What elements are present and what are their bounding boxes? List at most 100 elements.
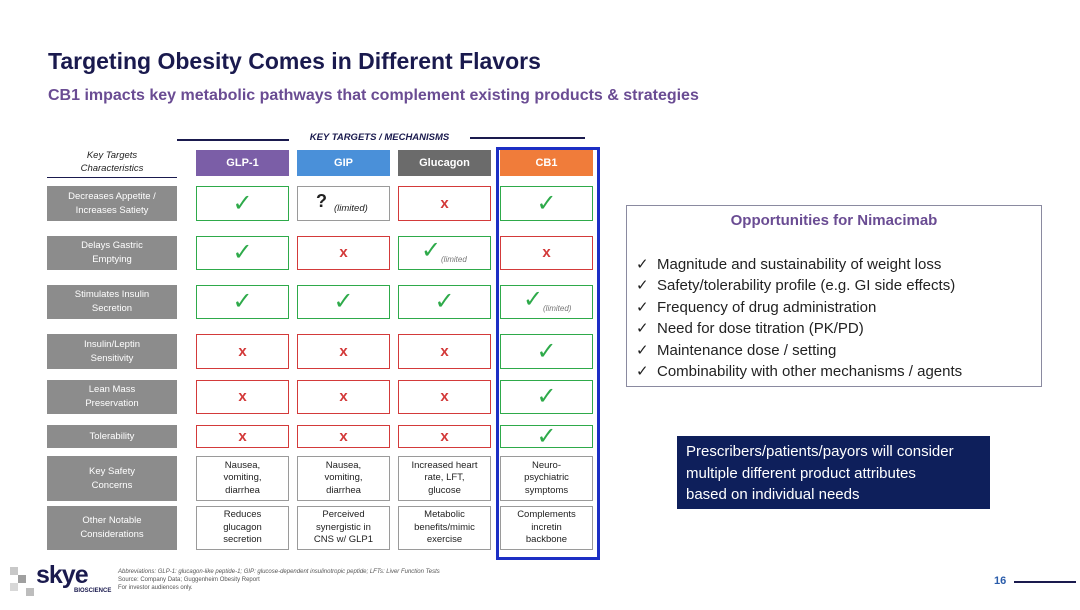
cell-text: exercise bbox=[426, 534, 463, 546]
cell-text: benefits/mimic bbox=[414, 521, 475, 533]
cell-text: synergistic in bbox=[316, 521, 371, 533]
cell-text: CNS w/ GLP1 bbox=[313, 534, 374, 546]
table-cell: x bbox=[398, 425, 491, 448]
cell-mark: x bbox=[339, 244, 348, 262]
cell-text: backbone bbox=[525, 534, 568, 546]
callout-line: Prescribers/patients/payors will conside… bbox=[686, 443, 954, 460]
bullet-check: ✓ bbox=[636, 320, 649, 338]
row-label: Key Safety Concerns bbox=[47, 456, 177, 501]
subtitle: CB1 impacts key metabolic pathways that … bbox=[48, 87, 699, 104]
opportunity-item: ✓ Magnitude and sustainability of weight … bbox=[636, 255, 1036, 275]
row-label-text: Increases Satiety bbox=[75, 204, 149, 216]
row-label-text: Decreases Appetite / bbox=[68, 190, 156, 202]
opportunity-item: ✓ Safety/tolerability profile (e.g. GI si… bbox=[636, 276, 1036, 296]
opportunity-item: ✓ Need for dose titration (PK/PD) bbox=[636, 319, 1036, 339]
row-label-text: Concerns bbox=[91, 479, 133, 491]
cell-text: vomiting, bbox=[324, 472, 363, 484]
opportunity-item: ✓ Combinability with other mechanisms / a… bbox=[636, 362, 1036, 382]
table-cell: ✓ bbox=[297, 285, 390, 319]
cell-mark: x bbox=[440, 388, 449, 406]
column-header: GLP-1 bbox=[196, 150, 289, 176]
footnote: For investor audiences only. bbox=[118, 585, 193, 591]
table-cell: Nausea, vomiting, diarrhea bbox=[297, 456, 390, 501]
row-label: Delays Gastric Emptying bbox=[47, 236, 177, 270]
cell-mark: ✓ bbox=[536, 383, 557, 411]
cell-mark: ✓ bbox=[536, 189, 557, 217]
bullet-check: ✓ bbox=[636, 256, 649, 273]
callout-line: multiple different product attributes bbox=[686, 464, 916, 482]
cell-text: Metabolic bbox=[424, 509, 465, 521]
rule bbox=[47, 177, 177, 178]
table-cell: Reduces glucagon secretion bbox=[196, 506, 289, 550]
cell-text: rate, LFT, bbox=[424, 472, 465, 484]
cell-text: incretin bbox=[531, 521, 562, 533]
table-cell: x bbox=[398, 186, 491, 221]
cell-text: Nausea, bbox=[325, 459, 362, 471]
opportunity-text: Frequency of drug administration bbox=[657, 298, 877, 316]
opportunity-text: Safety/tolerability profile (e.g. GI sid… bbox=[657, 277, 956, 295]
bullet-check: ✓ bbox=[636, 298, 649, 316]
rule bbox=[1014, 581, 1076, 583]
table-cell: ? (limited) bbox=[297, 186, 390, 221]
row-label-text: Secretion bbox=[91, 303, 133, 314]
table-cell: Increased heart rate, LFT, glucose bbox=[398, 456, 491, 501]
cell-note: (limited bbox=[441, 255, 467, 264]
callout-line: based on individual needs bbox=[686, 486, 860, 503]
cell-mark: ✓ bbox=[232, 189, 253, 217]
table-cell: x bbox=[297, 236, 390, 270]
table-cell: x bbox=[297, 380, 390, 414]
logo-pixel bbox=[10, 567, 18, 575]
opportunities-box bbox=[626, 205, 1042, 387]
table-cell: ✓ bbox=[500, 380, 593, 414]
row-label: Decreases Appetite / Increases Satiety bbox=[47, 186, 177, 221]
logo-pixel bbox=[10, 583, 18, 591]
table-cell: Metabolic benefits/mimic exercise bbox=[398, 506, 491, 550]
opportunity-text: Need for dose titration (PK/PD) bbox=[657, 320, 864, 338]
cell-text: Perceived bbox=[322, 509, 365, 521]
column-header: Glucagon bbox=[398, 150, 491, 176]
row-label-text: Lean Mass bbox=[88, 384, 136, 395]
table-cell: ✓ bbox=[500, 422, 593, 450]
cell-text: symptoms bbox=[524, 484, 569, 496]
table-cell: Neuro-psychiatric symptoms bbox=[500, 456, 593, 501]
row-label-text: Insulin/Leptin bbox=[84, 338, 140, 350]
row-label-text: Key Safety bbox=[89, 465, 135, 477]
cell-mark: x bbox=[238, 427, 247, 445]
cell-mark: ✓ bbox=[421, 237, 442, 265]
bullet-check: ✓ bbox=[636, 363, 649, 380]
table-cell: x bbox=[297, 334, 390, 369]
cell-mark: x bbox=[238, 388, 247, 406]
column-header: GIP bbox=[297, 150, 390, 176]
table-cell: ✓ bbox=[196, 186, 289, 221]
opportunity-text: Maintenance dose / setting bbox=[657, 341, 837, 359]
cell-mark: ✓ bbox=[333, 288, 354, 316]
table-cell: ✓ bbox=[196, 236, 289, 270]
cell-text: secretion bbox=[223, 534, 262, 546]
opportunity-text: Combinability with other mechanisms / ag… bbox=[657, 363, 963, 380]
table-cell: x bbox=[398, 380, 491, 414]
bullet-check: ✓ bbox=[636, 341, 649, 359]
cell-note: (limited) bbox=[334, 202, 368, 214]
row-label-text: Other Notable bbox=[82, 515, 142, 526]
row-label: Insulin/Leptin Sensitivity bbox=[47, 334, 177, 369]
cell-mark: ✓ bbox=[536, 422, 557, 450]
cell-text: glucagon bbox=[223, 521, 262, 533]
cell-mark: ✓ bbox=[523, 286, 544, 314]
table-cell: ✓ bbox=[196, 285, 289, 319]
opportunity-item: ✓ Maintenance dose / setting bbox=[636, 341, 1036, 361]
cell-text: vomiting, bbox=[223, 472, 262, 484]
cell-note: (limited) bbox=[543, 304, 572, 313]
table-cell: x bbox=[196, 334, 289, 369]
table-cell: x bbox=[196, 425, 289, 448]
table-cell: ✓ bbox=[500, 186, 593, 221]
cell-mark: x bbox=[542, 244, 551, 262]
table-cell: x bbox=[196, 380, 289, 414]
cell-text: psychiatric bbox=[524, 472, 569, 484]
table-cell: ✓ bbox=[500, 334, 593, 369]
cell-mark: x bbox=[238, 342, 247, 360]
row-label-text: Delays Gastric bbox=[81, 240, 143, 251]
footnote: Source: Company Data; Guggenheim Obesity… bbox=[118, 577, 260, 583]
cell-mark: ✓ bbox=[536, 337, 557, 365]
